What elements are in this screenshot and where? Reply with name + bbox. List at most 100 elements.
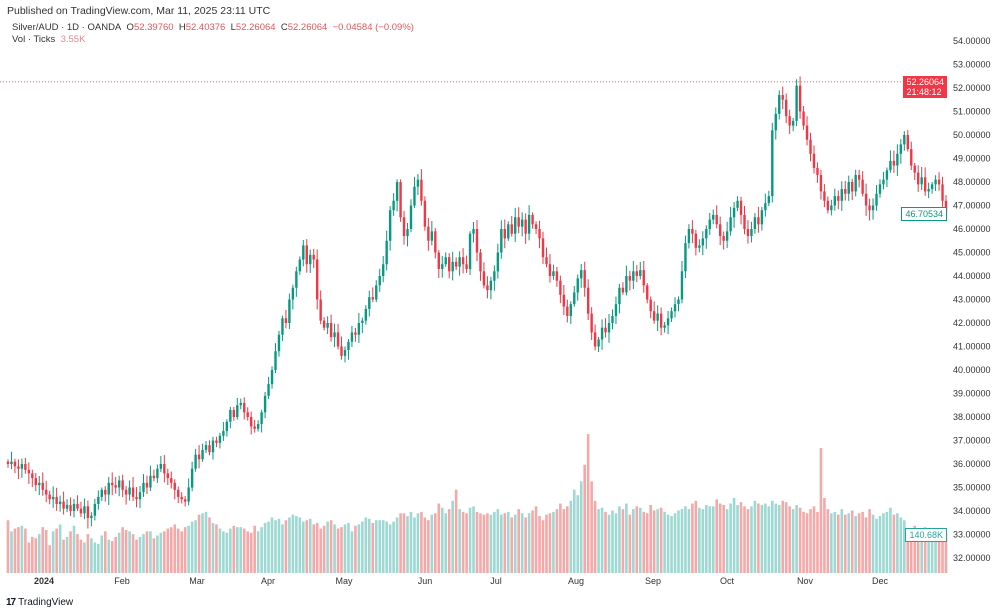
candle [805, 116, 809, 146]
candle-body [208, 445, 211, 453]
candle [798, 76, 802, 119]
candle [729, 206, 732, 236]
candle-body [183, 499, 187, 502]
candle [62, 491, 65, 515]
candle-body [298, 259, 302, 272]
candle [124, 485, 128, 505]
candle [427, 218, 430, 251]
candle-body [90, 515, 93, 519]
symbol-ohlc-row[interactable]: Silver/AUD · 1D · OANDA O52.39760 H52.40… [12, 22, 414, 34]
volume-bar [600, 507, 604, 573]
volume-bar [725, 509, 729, 573]
volume-bar [117, 532, 121, 573]
candle [465, 255, 468, 273]
candle-body [319, 299, 322, 321]
candle [409, 199, 413, 233]
price-tick-label: 41.00000 [953, 342, 991, 352]
candle-body [357, 323, 361, 335]
volume-bar [597, 509, 600, 573]
volume-bar [333, 524, 336, 573]
volume-bar [812, 506, 816, 573]
candle [510, 216, 513, 237]
time-axis[interactable]: 2024 Feb Mar Apr May Jun Jul Aug Sep Oct Nov Dec [34, 576, 889, 586]
candle-body [76, 503, 79, 509]
candle [263, 391, 267, 419]
candle-body [576, 278, 579, 293]
candle-body [882, 179, 885, 185]
candle [211, 436, 215, 460]
candle [562, 284, 566, 316]
candle-body [451, 261, 454, 272]
price-tick-label: 51.00000 [953, 107, 991, 117]
volume-bar [885, 511, 889, 573]
candle [903, 131, 906, 151]
candle [97, 490, 100, 510]
volume-bar [628, 514, 632, 573]
candle-body [750, 229, 753, 237]
volume-bar [809, 509, 812, 573]
volume-bar [308, 518, 312, 573]
volume-bar [229, 528, 232, 573]
candle [611, 309, 614, 330]
candle-body [441, 264, 444, 269]
candle-body [618, 287, 621, 305]
candle [545, 247, 548, 268]
candle-body [62, 501, 65, 509]
volume-bar [784, 502, 788, 573]
candle [17, 459, 20, 480]
candle-body [166, 473, 170, 479]
candle-body [97, 496, 100, 504]
volume-legend-row[interactable]: Vol · Ticks 3.55K [12, 34, 414, 46]
candle-body [840, 189, 843, 201]
volume-bar [875, 518, 878, 573]
volume-bar [489, 514, 493, 573]
candle-body [580, 270, 583, 279]
candle-body [114, 485, 117, 488]
candle-body [340, 346, 343, 356]
candle [413, 176, 416, 208]
candle-body [753, 217, 757, 229]
close-label: C [280, 22, 288, 33]
volume-bar [10, 531, 13, 573]
candle-body [646, 285, 649, 300]
volume-bar [496, 509, 500, 573]
candle [135, 486, 138, 508]
candle [239, 398, 242, 410]
candle-body [562, 294, 566, 307]
candle-body [930, 184, 934, 190]
candle-body [315, 259, 319, 300]
candle [701, 231, 705, 256]
volume-tag: 140.68K [905, 528, 947, 542]
candle-body [31, 473, 34, 479]
candle-body [917, 172, 920, 185]
candle [430, 220, 434, 246]
volume-bar [420, 511, 423, 573]
volume-bar [704, 504, 708, 573]
price-axis[interactable]: 54.00000 53.00000 52.00000 51.00000 50.00000… [953, 36, 991, 563]
volume-bar [468, 507, 472, 573]
volume-bar [437, 503, 441, 573]
volume-bar [430, 514, 434, 573]
candle-body [27, 469, 31, 474]
candle-body [642, 270, 645, 286]
candle-body [211, 440, 215, 453]
tradingview-logo[interactable]: 17 TradingView [6, 597, 73, 608]
candle-body [837, 196, 840, 201]
volume-bar [406, 516, 409, 573]
candle [117, 475, 121, 497]
volume-bar [166, 528, 170, 573]
volume-bar [510, 517, 514, 573]
candle-body [600, 327, 604, 340]
candle-body [371, 297, 374, 300]
volume-bar [41, 527, 45, 573]
candle [270, 366, 274, 389]
volume-bar [319, 528, 322, 573]
volume-bar [739, 502, 743, 573]
candle [138, 485, 142, 509]
low-label: L [230, 22, 236, 33]
candle [910, 141, 913, 170]
volume-bar [663, 511, 666, 573]
candle-body [309, 254, 312, 265]
volume-bar [260, 527, 263, 573]
